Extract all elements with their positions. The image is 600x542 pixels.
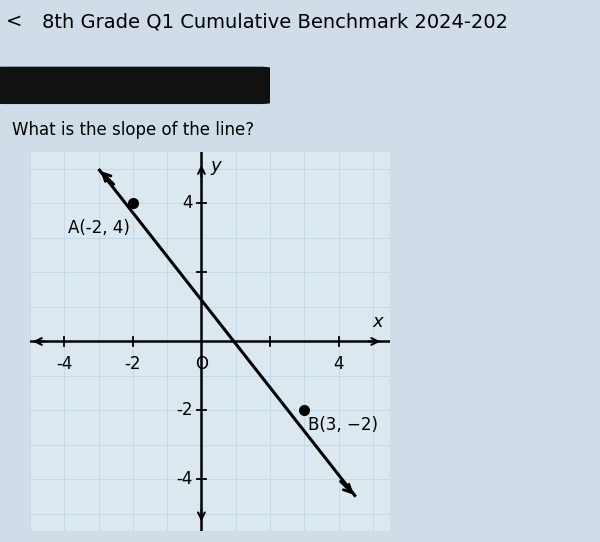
Text: 8th Grade Q1 Cumulative Benchmark 2024-202: 8th Grade Q1 Cumulative Benchmark 2024-2… bbox=[42, 12, 508, 31]
Text: 4: 4 bbox=[182, 195, 193, 212]
Text: What is the slope of the line?: What is the slope of the line? bbox=[12, 121, 254, 139]
Text: y: y bbox=[210, 157, 221, 175]
Text: 4: 4 bbox=[334, 355, 344, 373]
Text: -2: -2 bbox=[125, 355, 141, 373]
Text: B(3, −2): B(3, −2) bbox=[308, 416, 378, 434]
Text: -2: -2 bbox=[176, 402, 193, 420]
Text: -4: -4 bbox=[176, 470, 193, 488]
Text: -4: -4 bbox=[56, 355, 73, 373]
Text: x: x bbox=[373, 313, 383, 331]
Text: <: < bbox=[6, 12, 22, 31]
Text: O: O bbox=[195, 355, 208, 373]
FancyBboxPatch shape bbox=[0, 67, 270, 104]
Text: A(-2, 4): A(-2, 4) bbox=[68, 219, 130, 237]
